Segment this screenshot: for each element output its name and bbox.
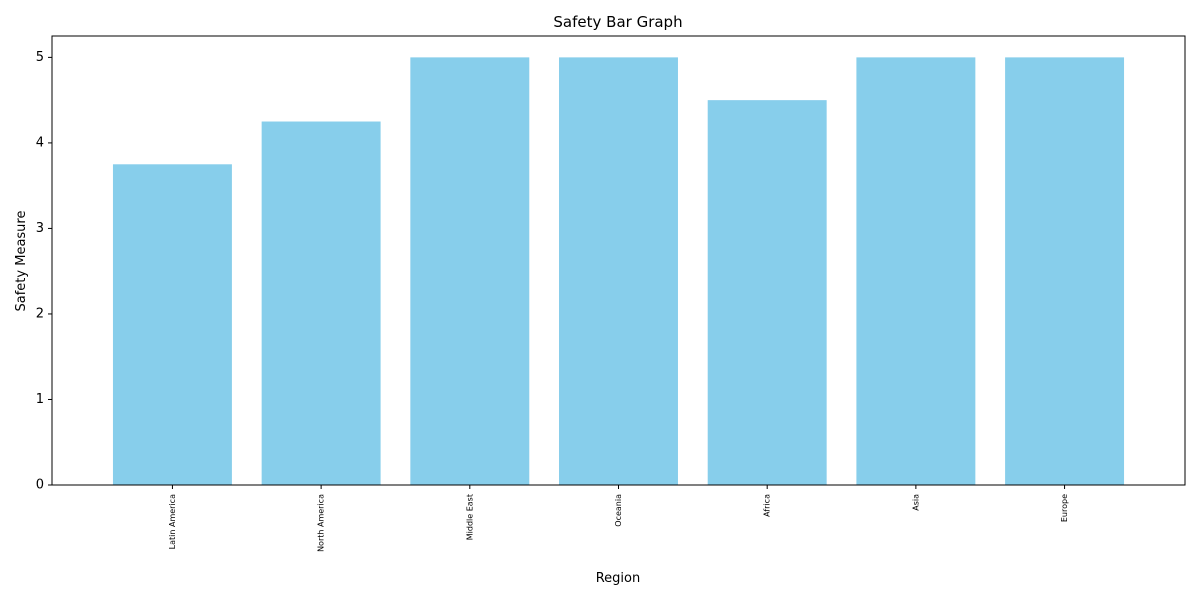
bar-north-america	[261, 121, 381, 486]
x-tick-label: Latin America	[168, 494, 177, 549]
x-tick-label: Asia	[911, 494, 920, 511]
plot-area-frame	[51, 35, 1186, 486]
x-tick-label: Europe	[1060, 494, 1069, 522]
bar-latin-america	[112, 164, 232, 486]
y-tick-label: 2	[36, 306, 44, 321]
bars-layer	[112, 57, 1125, 486]
x-axis-ticks: Latin America North America Middle East Oce…	[168, 485, 1069, 552]
y-axis-label: Safety Measure	[14, 211, 29, 312]
y-tick-label: 3	[36, 221, 44, 236]
y-axis-ticks: 0 1 2 3 4 5	[36, 50, 52, 493]
bar-middle-east	[410, 57, 530, 485]
x-axis-label: Region	[596, 571, 641, 586]
bar-europe	[1005, 57, 1125, 485]
x-tick-label: Africa	[763, 494, 772, 517]
chart-title: Safety Bar Graph	[553, 13, 682, 31]
y-tick-label: 1	[36, 392, 44, 407]
x-tick-label: Middle East	[465, 494, 474, 540]
bar-oceania	[559, 57, 678, 485]
x-tick-label: North America	[317, 494, 326, 552]
y-tick-label: 5	[36, 50, 44, 65]
y-tick-label: 4	[36, 135, 44, 150]
bar-africa	[707, 100, 827, 485]
x-tick-label: Oceania	[614, 494, 623, 527]
bar-asia	[856, 57, 976, 485]
y-tick-label: 0	[36, 478, 44, 493]
